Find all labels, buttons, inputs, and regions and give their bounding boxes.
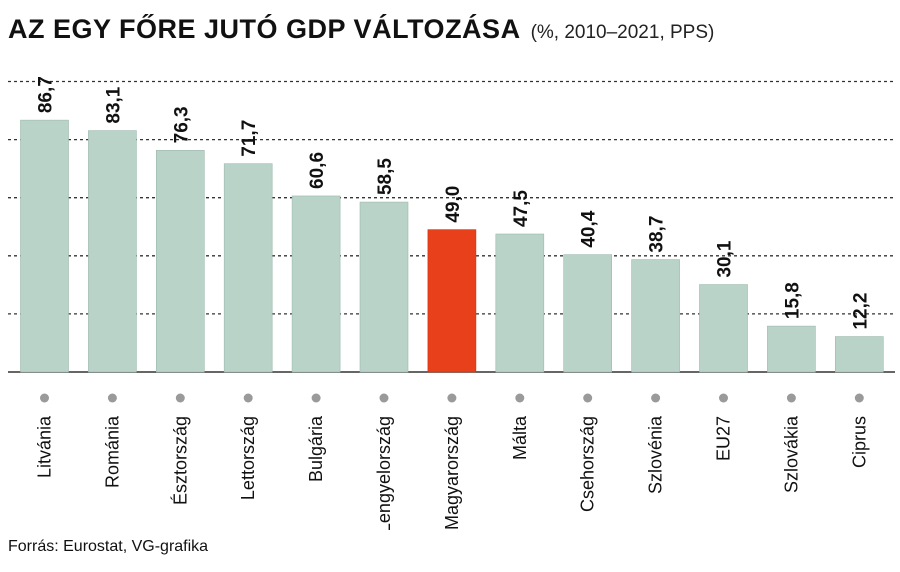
- value-label: 60,6: [307, 152, 328, 189]
- category-label: Ciprus: [849, 416, 869, 468]
- category-labels: Litvánia Románia Észtország Lettország Bulgá…: [35, 415, 870, 530]
- category-label: Észtország: [170, 416, 190, 505]
- category-dot: [107, 393, 117, 403]
- category-label: Málta: [510, 415, 530, 460]
- value-label: 58,5: [375, 158, 396, 195]
- category-label: Lengyelország: [374, 416, 394, 530]
- bar-lengyelorszag: [359, 201, 409, 373]
- value-label: 12,2: [850, 293, 871, 330]
- chart-title: AZ EGY FŐRE JUTÓ GDP VÁLTOZÁSA: [8, 14, 521, 44]
- value-label: 30,1: [715, 240, 736, 277]
- category-dot: [447, 393, 457, 403]
- value-label: 76,3: [171, 106, 192, 143]
- category-dot: [311, 393, 321, 403]
- bar-ciprus: [834, 336, 884, 373]
- value-label: 71,7: [239, 120, 260, 157]
- bar-magyarorszag: [427, 229, 477, 373]
- category-label: Csehország: [578, 416, 598, 512]
- bar-litvania: [20, 119, 69, 373]
- value-labels: 86,7 83,1 76,3 71,7 60,6 58,5 49,0 47,5 40,4 38,7…: [36, 76, 872, 329]
- title-row: AZ EGY FŐRE JUTÓ GDP VÁLTOZÁSA (%, 2010–…: [8, 14, 714, 54]
- value-label: 83,1: [103, 86, 124, 123]
- value-label: 15,8: [782, 282, 803, 319]
- category-label: Litvánia: [35, 415, 55, 478]
- source-note: Forrás: Eurostat, VG-grafika: [8, 538, 209, 555]
- category-dot: [651, 393, 661, 403]
- category-dot: [515, 393, 525, 403]
- category-dot: [379, 393, 389, 403]
- category-dot: [719, 393, 728, 403]
- bar-szlovakia: [767, 325, 816, 373]
- category-label: Lettország: [238, 416, 258, 500]
- category-label: Románia: [102, 415, 122, 488]
- bar-szlovenia: [631, 259, 680, 373]
- chart-subtitle: (%, 2010–2021, PPS): [530, 22, 715, 43]
- category-label: Szlovénia: [646, 415, 666, 494]
- bar-esztorszag: [156, 150, 205, 373]
- bar-lettorszag: [223, 163, 273, 373]
- category-dot: [243, 393, 253, 403]
- category-dot: [40, 393, 49, 403]
- category-label: Bulgária: [306, 415, 326, 482]
- category-label: Magyarország: [442, 416, 462, 530]
- bar-romania: [88, 130, 137, 373]
- category-label: Szlovákia: [781, 415, 801, 493]
- value-label: 38,7: [647, 216, 668, 253]
- category-label: EU27: [714, 416, 734, 461]
- value-label: 47,5: [511, 190, 532, 227]
- value-label: 40,4: [579, 210, 600, 247]
- category-dot: [175, 393, 185, 403]
- category-dot: [786, 393, 796, 403]
- value-label: 49,0: [443, 186, 464, 223]
- category-dots: [40, 393, 864, 403]
- bar-csehorszag: [563, 254, 613, 373]
- bar-malta: [495, 233, 545, 373]
- category-dot: [583, 393, 593, 403]
- bar-bulgaria: [291, 195, 341, 373]
- value-label: 86,7: [36, 76, 57, 113]
- category-dot: [854, 393, 864, 403]
- bar-chart: 86,7 83,1 76,3 71,7 60,6 58,5 49,0 47,5 40,4 38,7…: [8, 76, 895, 530]
- bar-eu27: [699, 284, 748, 373]
- bars: [20, 119, 884, 373]
